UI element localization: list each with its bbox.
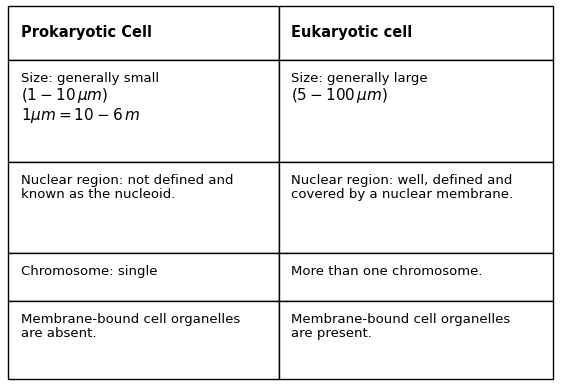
Bar: [279, 162, 553, 253]
Text: covered by a nuclear membrane.: covered by a nuclear membrane.: [291, 188, 513, 201]
Bar: [279, 301, 553, 379]
Text: known as the nucleoid.: known as the nucleoid.: [21, 188, 175, 201]
Text: Chromosome: single: Chromosome: single: [21, 265, 157, 278]
Text: are present.: are present.: [291, 327, 372, 340]
Text: $(5 - 100\,\mu m)$: $(5 - 100\,\mu m)$: [291, 86, 388, 105]
Bar: [8, 60, 279, 162]
Text: Eukaryotic cell: Eukaryotic cell: [291, 25, 412, 40]
Bar: [8, 253, 279, 301]
Text: Prokaryotic Cell: Prokaryotic Cell: [21, 25, 152, 40]
Text: Membrane-bound cell organelles: Membrane-bound cell organelles: [21, 313, 240, 326]
Text: $(1 - 10\,\mu m)$: $(1 - 10\,\mu m)$: [21, 86, 108, 105]
Text: $1\mu m = 10 - 6\,m$: $1\mu m = 10 - 6\,m$: [21, 106, 140, 125]
Text: More than one chromosome.: More than one chromosome.: [291, 265, 482, 278]
Bar: [279, 253, 553, 301]
Bar: [279, 60, 553, 162]
Text: are absent.: are absent.: [21, 327, 96, 340]
Text: Nuclear region: well, defined and: Nuclear region: well, defined and: [291, 174, 513, 187]
Text: Size: generally large: Size: generally large: [291, 72, 428, 85]
Text: Nuclear region: not defined and: Nuclear region: not defined and: [21, 174, 233, 187]
Text: Size: generally small: Size: generally small: [21, 72, 159, 85]
Bar: [8, 162, 279, 253]
Text: Membrane-bound cell organelles: Membrane-bound cell organelles: [291, 313, 511, 326]
Bar: [279, 6, 553, 60]
Bar: [8, 301, 279, 379]
Bar: [8, 6, 279, 60]
